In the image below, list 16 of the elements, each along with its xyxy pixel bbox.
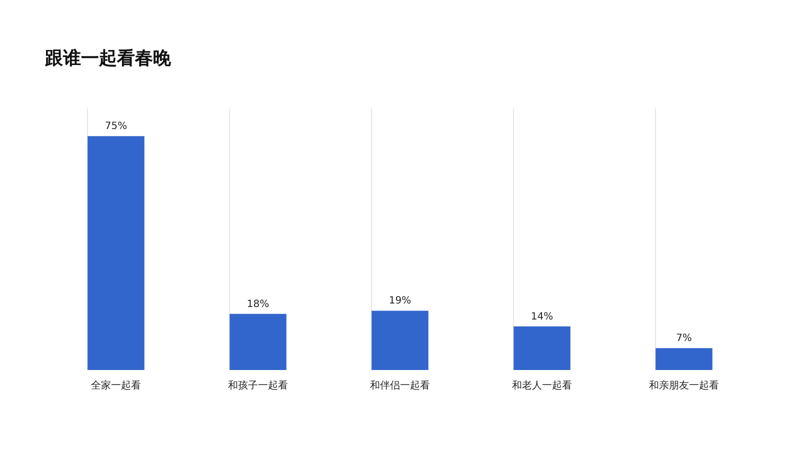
bar xyxy=(656,348,712,370)
x-tick-label: 全家一起看 xyxy=(91,380,141,392)
data-label: 18% xyxy=(246,298,270,310)
bar xyxy=(230,314,286,370)
x-tick-label: 和亲朋友一起看 xyxy=(649,380,719,392)
bar xyxy=(372,310,428,370)
data-label: 14% xyxy=(530,311,554,322)
data-label: 19% xyxy=(388,296,412,307)
data-label: 7% xyxy=(676,333,692,344)
bar xyxy=(88,136,144,370)
x-tick-label: 和伴侣一起看 xyxy=(370,380,430,392)
data-label: 75% xyxy=(104,121,128,132)
x-tick-label: 和老人一起看 xyxy=(512,380,572,392)
chart-title: 跟谁一起看春晚 xyxy=(44,48,172,69)
x-tick-label: 和孩子一起看 xyxy=(228,380,288,392)
bar xyxy=(514,326,570,370)
